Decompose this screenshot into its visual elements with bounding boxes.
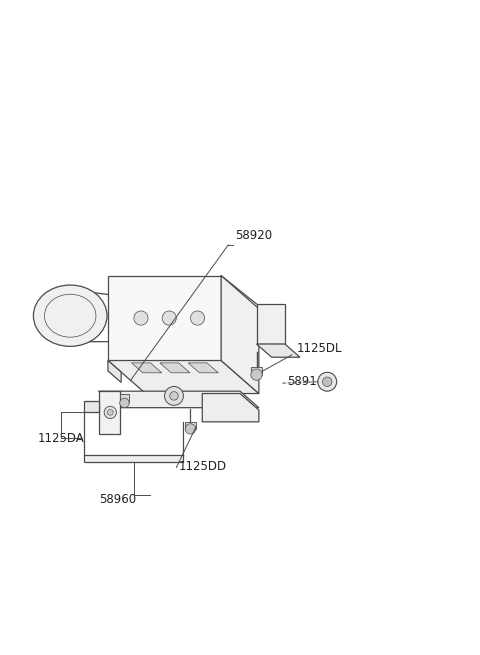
Text: 1125DL: 1125DL bbox=[297, 342, 342, 355]
Circle shape bbox=[120, 398, 129, 407]
Polygon shape bbox=[256, 344, 300, 357]
Polygon shape bbox=[98, 391, 259, 407]
Text: 1125DD: 1125DD bbox=[179, 460, 227, 473]
Text: 58914B: 58914B bbox=[287, 375, 333, 388]
Polygon shape bbox=[251, 367, 262, 375]
Circle shape bbox=[165, 386, 183, 405]
Circle shape bbox=[134, 311, 148, 325]
Polygon shape bbox=[188, 363, 218, 373]
Polygon shape bbox=[98, 391, 120, 434]
Polygon shape bbox=[256, 304, 285, 344]
Polygon shape bbox=[202, 394, 259, 422]
Text: 1125DA: 1125DA bbox=[37, 432, 84, 445]
Polygon shape bbox=[132, 363, 162, 373]
Polygon shape bbox=[120, 394, 129, 402]
Polygon shape bbox=[84, 401, 98, 413]
Ellipse shape bbox=[34, 285, 107, 346]
Circle shape bbox=[185, 424, 196, 434]
Circle shape bbox=[191, 311, 204, 325]
Circle shape bbox=[162, 311, 176, 325]
Circle shape bbox=[108, 409, 113, 415]
Text: 58920: 58920 bbox=[235, 229, 273, 242]
Polygon shape bbox=[108, 360, 259, 394]
Polygon shape bbox=[221, 276, 259, 394]
Polygon shape bbox=[185, 422, 196, 429]
Circle shape bbox=[323, 377, 332, 386]
Polygon shape bbox=[84, 455, 183, 462]
Circle shape bbox=[251, 369, 262, 381]
Polygon shape bbox=[160, 363, 190, 373]
Circle shape bbox=[318, 372, 336, 391]
Circle shape bbox=[170, 392, 178, 400]
Polygon shape bbox=[108, 360, 121, 383]
Text: 58960: 58960 bbox=[99, 493, 136, 506]
Polygon shape bbox=[108, 276, 221, 360]
Circle shape bbox=[104, 406, 117, 419]
